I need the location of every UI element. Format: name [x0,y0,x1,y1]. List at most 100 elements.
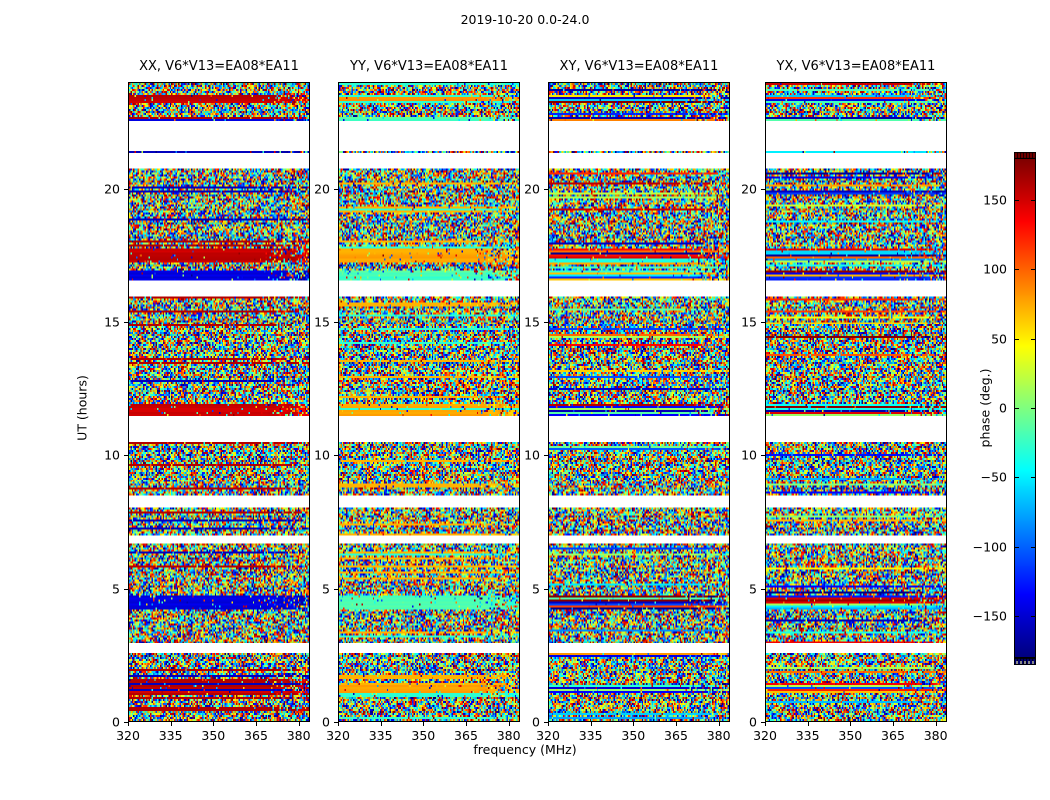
y-tick-mark [334,188,338,190]
y-axis-ticks: 0 5 10 15 20 [82,82,128,730]
y-tick-mark [124,722,128,723]
x-tick-label: 320 [536,728,560,743]
panel-xx: XX, V6*V13=EA08*EA11 0 5 10 15 20 320 335 350 365… [104,59,310,743]
y-tick-mark [544,322,548,323]
figure-suptitle: 2019-10-20 0.0-24.0 [460,12,590,27]
colorbar-tick-mark [1031,408,1036,409]
panel-yx: YX, V6*V13=EA08*EA11 0 5 10 15 20 320 335 350 365… [741,59,947,743]
y-axis-ticks: 0 5 10 15 20 [292,82,338,730]
x-tick-label: 350 [201,728,226,743]
x-tick-label: 365 [244,728,268,743]
x-tick-mark [935,722,937,726]
y-tick-mark [334,722,338,723]
x-tick-mark [590,722,592,726]
waterfall-image [129,83,309,721]
x-tick-mark [807,722,809,726]
x-tick-label: 380 [706,728,731,743]
y-tick-label: 0 [322,714,330,730]
x-tick-label: 335 [578,728,603,743]
y-tick-label: 0 [532,714,540,730]
y-tick-mark [544,722,548,723]
x-tick-label: 350 [411,728,436,743]
y-tick-mark [761,722,765,723]
panel-title: XX, V6*V13=EA08*EA11 [139,59,299,74]
y-tick-label: 5 [322,581,330,597]
y-tick-mark [544,455,548,457]
x-tick-mark [255,722,257,726]
x-tick-label: 365 [881,728,905,743]
x-tick-mark [508,722,510,726]
y-tick-label: 10 [741,447,757,463]
colorbar-tick-label: 50 [991,331,1007,347]
x-tick-label: 380 [923,728,948,743]
x-tick-mark [633,722,635,726]
colorbar-tick-mark [1031,269,1036,271]
y-tick-mark [544,588,548,590]
y-tick-mark [334,322,338,323]
colorbar-tick-mark [1031,199,1036,201]
x-axis-ticks: 320 335 350 365 380 [326,722,521,752]
y-tick-label: 15 [741,314,757,330]
y-tick-mark [124,188,128,190]
x-tick-label: 320 [116,728,140,743]
y-axis-ticks: 0 5 10 15 20 [719,82,765,730]
colorbar-underline-dots [1016,661,1034,664]
y-tick-mark [544,188,548,190]
waterfall-image [766,83,946,721]
x-tick-mark [548,722,549,726]
y-tick-label: 20 [104,181,120,197]
x-tick-label: 380 [286,728,311,743]
x-tick-label: 350 [621,728,646,743]
y-axis-ticks: 0 5 10 15 20 [502,82,548,730]
colorbar-tick-label: 0 [999,400,1007,416]
x-tick-mark [170,722,172,726]
x-tick-mark [380,722,382,726]
panel-axes [548,82,730,722]
waterfall-image [339,83,519,721]
colorbar-ticks: 150 100 50 0 −50 −100 −150 [973,158,1036,658]
y-tick-label: 0 [749,714,757,730]
waterfall-image [549,83,729,721]
y-tick-label: 20 [524,181,540,197]
x-tick-mark [298,722,300,726]
y-tick-label: 10 [524,447,540,463]
x-tick-label: 335 [158,728,183,743]
x-tick-mark [675,722,677,726]
x-tick-mark [465,722,467,726]
colorbar-tick-mark [1014,338,1019,340]
colorbar-tick-label: 100 [983,261,1007,277]
x-tick-mark [423,722,425,726]
x-tick-label: 350 [838,728,863,743]
x-axis-ticks: 320 335 350 365 380 [116,722,311,752]
y-tick-label: 10 [314,447,330,463]
y-tick-label: 10 [104,447,120,463]
x-tick-label: 380 [496,728,521,743]
colorbar-tick-label: −150 [972,608,1007,624]
x-tick-mark [338,722,339,726]
x-tick-label: 365 [454,728,478,743]
x-axis-ticks: 320 335 350 365 380 [536,722,731,752]
x-tick-label: 365 [664,728,688,743]
x-tick-mark [128,722,129,726]
y-tick-label: 5 [749,581,757,597]
y-tick-label: 0 [112,714,120,730]
y-tick-label: 5 [112,581,120,597]
colorbar-tick-label: 150 [983,192,1007,208]
colorbar-label: phase (deg.) [977,368,993,448]
panel-title: XY, V6*V13=EA08*EA11 [559,59,719,74]
y-tick-mark [124,588,128,590]
colorbar-tick-mark [1031,546,1036,548]
y-tick-label: 15 [524,314,540,330]
panel-title: YX, V6*V13=EA08*EA11 [776,59,936,74]
y-tick-mark [761,455,765,457]
panel-title: YY, V6*V13=EA08*EA11 [350,59,508,74]
x-axis-ticks: 320 335 350 365 380 [753,722,948,752]
panel-axes [765,82,947,722]
panel-axes [128,82,310,722]
colorbar-tick-mark [1014,408,1019,409]
y-tick-mark [124,455,128,457]
y-tick-label: 20 [741,181,757,197]
y-tick-mark [761,322,765,323]
x-tick-label: 320 [326,728,350,743]
